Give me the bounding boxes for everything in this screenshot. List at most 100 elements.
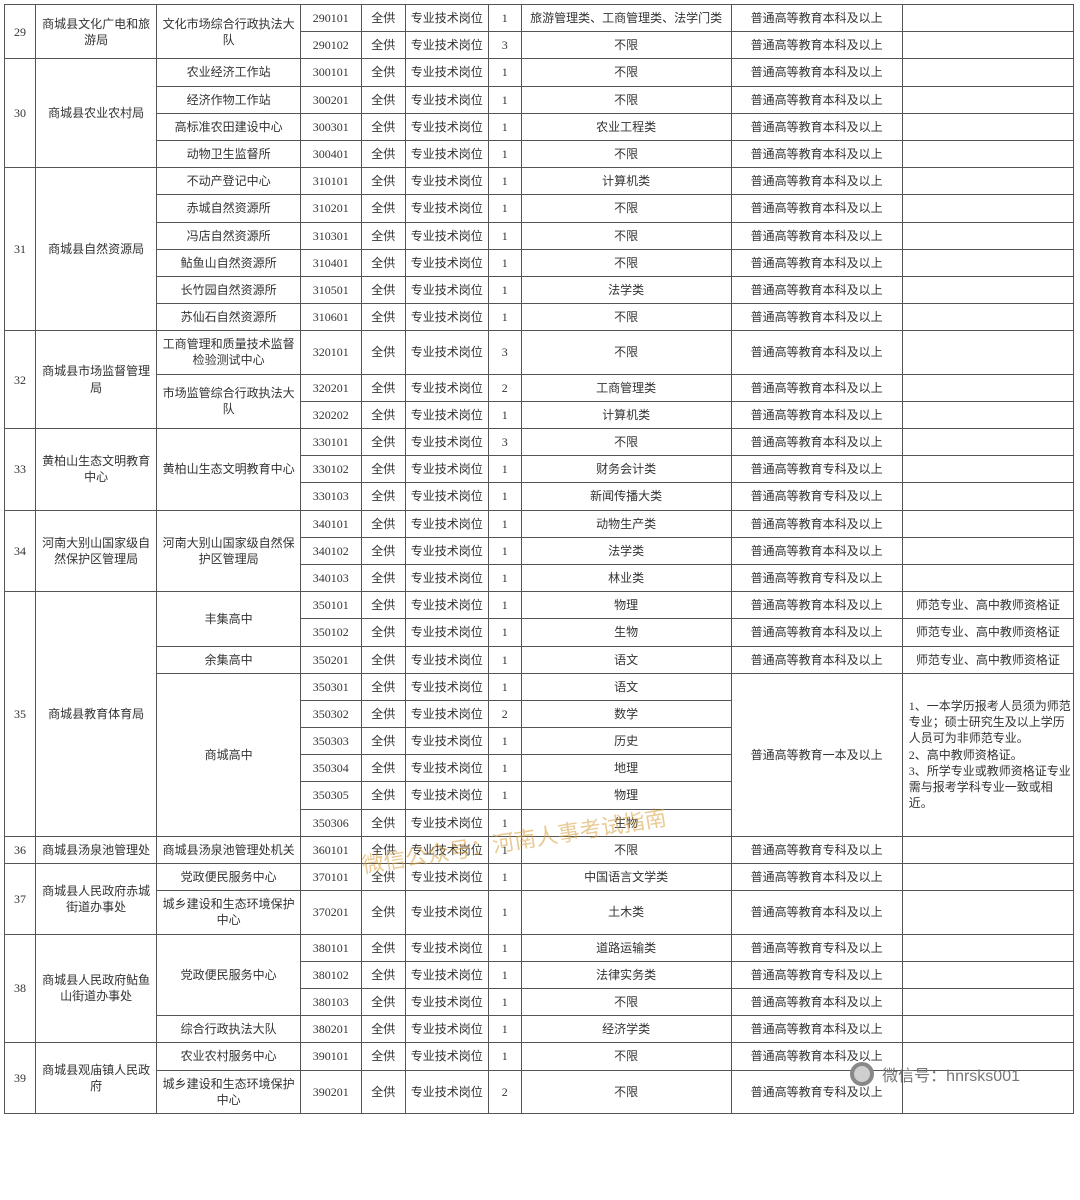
cell-num: 1: [488, 755, 521, 782]
cell-unit: 农业经济工作站: [157, 59, 301, 86]
cell-code: 340103: [300, 564, 361, 591]
cell-index: 29: [5, 5, 36, 59]
cell-supply: 全供: [361, 1016, 405, 1043]
table-row: 29商城县文化广电和旅游局文化市场综合行政执法大队290101全供专业技术岗位1…: [5, 5, 1074, 32]
cell-supply: 全供: [361, 700, 405, 727]
cell-unit: 鲇鱼山自然资源所: [157, 249, 301, 276]
cell-major: 旅游管理类、工商管理类、法学门类: [521, 5, 731, 32]
cell-major: 数学: [521, 700, 731, 727]
table-row: 37商城县人民政府赤城街道办事处党政便民服务中心370101全供专业技术岗位1中…: [5, 864, 1074, 891]
cell-postype: 专业技术岗位: [405, 401, 488, 428]
table-row: 35商城县教育体育局丰集高中350101全供专业技术岗位1物理普通高等教育本科及…: [5, 592, 1074, 619]
table-row: 赤城自然资源所310201全供专业技术岗位1不限普通高等教育本科及以上: [5, 195, 1074, 222]
cell-num: 2: [488, 1070, 521, 1113]
cell-remark: [902, 429, 1073, 456]
cell-postype: 专业技术岗位: [405, 1070, 488, 1113]
cell-postype: 专业技术岗位: [405, 988, 488, 1015]
cell-supply: 全供: [361, 304, 405, 331]
cell-remark: [902, 195, 1073, 222]
cell-postype: 专业技术岗位: [405, 700, 488, 727]
cell-postype: 专业技术岗位: [405, 249, 488, 276]
cell-remark: [902, 510, 1073, 537]
cell-code: 290102: [300, 32, 361, 59]
cell-num: 1: [488, 113, 521, 140]
cell-major: 语文: [521, 673, 731, 700]
cell-postype: 专业技术岗位: [405, 429, 488, 456]
cell-unit: 苏仙石自然资源所: [157, 304, 301, 331]
cell-supply: 全供: [361, 456, 405, 483]
cell-supply: 全供: [361, 537, 405, 564]
cell-num: 1: [488, 195, 521, 222]
table-row: 36商城县汤泉池管理处商城县汤泉池管理处机关360101全供专业技术岗位1不限普…: [5, 836, 1074, 863]
cell-major: 道路运输类: [521, 934, 731, 961]
cell-code: 300101: [300, 59, 361, 86]
cell-department: 商城县农业农村局: [35, 59, 156, 168]
cell-edu: 普通高等教育本科及以上: [731, 331, 902, 374]
cell-major: 不限: [521, 988, 731, 1015]
cell-supply: 全供: [361, 5, 405, 32]
cell-unit: 文化市场综合行政执法大队: [157, 5, 301, 59]
cell-num: 1: [488, 864, 521, 891]
cell-code: 390201: [300, 1070, 361, 1113]
cell-index: 34: [5, 510, 36, 592]
cell-major: 不限: [521, 1043, 731, 1070]
cell-remark: [902, 891, 1073, 934]
cell-supply: 全供: [361, 673, 405, 700]
cell-major: 动物生产类: [521, 510, 731, 537]
cell-major: 法学类: [521, 537, 731, 564]
cell-edu: 普通高等教育本科及以上: [731, 168, 902, 195]
cell-num: 1: [488, 86, 521, 113]
cell-postype: 专业技术岗位: [405, 32, 488, 59]
cell-edu: 普通高等教育本科及以上: [731, 864, 902, 891]
cell-unit: 赤城自然资源所: [157, 195, 301, 222]
cell-remark: 师范专业、高中教师资格证: [902, 646, 1073, 673]
cell-remark: [902, 276, 1073, 303]
cell-major: 经济学类: [521, 1016, 731, 1043]
cell-num: 1: [488, 1043, 521, 1070]
cell-supply: 全供: [361, 836, 405, 863]
cell-edu: 普通高等教育本科及以上: [731, 374, 902, 401]
cell-supply: 全供: [361, 988, 405, 1015]
cell-code: 390101: [300, 1043, 361, 1070]
cell-num: 1: [488, 483, 521, 510]
recruitment-table: 29商城县文化广电和旅游局文化市场综合行政执法大队290101全供专业技术岗位1…: [4, 4, 1074, 1114]
cell-num: 1: [488, 646, 521, 673]
cell-major: 不限: [521, 86, 731, 113]
cell-major: 不限: [521, 836, 731, 863]
cell-num: 1: [488, 401, 521, 428]
cell-code: 350303: [300, 728, 361, 755]
cell-supply: 全供: [361, 934, 405, 961]
cell-department: 黄柏山生态文明教育中心: [35, 429, 156, 511]
cell-major: 法学类: [521, 276, 731, 303]
cell-num: 1: [488, 249, 521, 276]
cell-postype: 专业技术岗位: [405, 755, 488, 782]
cell-num: 1: [488, 728, 521, 755]
cell-index: 36: [5, 836, 36, 863]
cell-supply: 全供: [361, 86, 405, 113]
cell-code: 350301: [300, 673, 361, 700]
cell-major: 不限: [521, 195, 731, 222]
cell-num: 1: [488, 809, 521, 836]
cell-edu: 普通高等教育本科及以上: [731, 249, 902, 276]
cell-supply: 全供: [361, 331, 405, 374]
cell-major: 林业类: [521, 564, 731, 591]
cell-major: 地理: [521, 755, 731, 782]
cell-major: 新闻传播大类: [521, 483, 731, 510]
table-row: 38商城县人民政府鲇鱼山街道办事处党政便民服务中心380101全供专业技术岗位1…: [5, 934, 1074, 961]
cell-index: 30: [5, 59, 36, 168]
cell-edu: 普通高等教育本科及以上: [731, 32, 902, 59]
cell-major: 不限: [521, 140, 731, 167]
cell-department: 商城县教育体育局: [35, 592, 156, 837]
cell-unit: 动物卫生监督所: [157, 140, 301, 167]
table-row: 31商城县自然资源局不动产登记中心310101全供专业技术岗位1计算机类普通高等…: [5, 168, 1074, 195]
cell-index: 38: [5, 934, 36, 1043]
cell-remark: [902, 86, 1073, 113]
table-row: 苏仙石自然资源所310601全供专业技术岗位1不限普通高等教育本科及以上: [5, 304, 1074, 331]
cell-supply: 全供: [361, 32, 405, 59]
cell-code: 320202: [300, 401, 361, 428]
cell-postype: 专业技术岗位: [405, 864, 488, 891]
cell-num: 1: [488, 5, 521, 32]
cell-code: 350302: [300, 700, 361, 727]
cell-edu: 普通高等教育本科及以上: [731, 1016, 902, 1043]
table-row: 综合行政执法大队380201全供专业技术岗位1经济学类普通高等教育本科及以上: [5, 1016, 1074, 1043]
